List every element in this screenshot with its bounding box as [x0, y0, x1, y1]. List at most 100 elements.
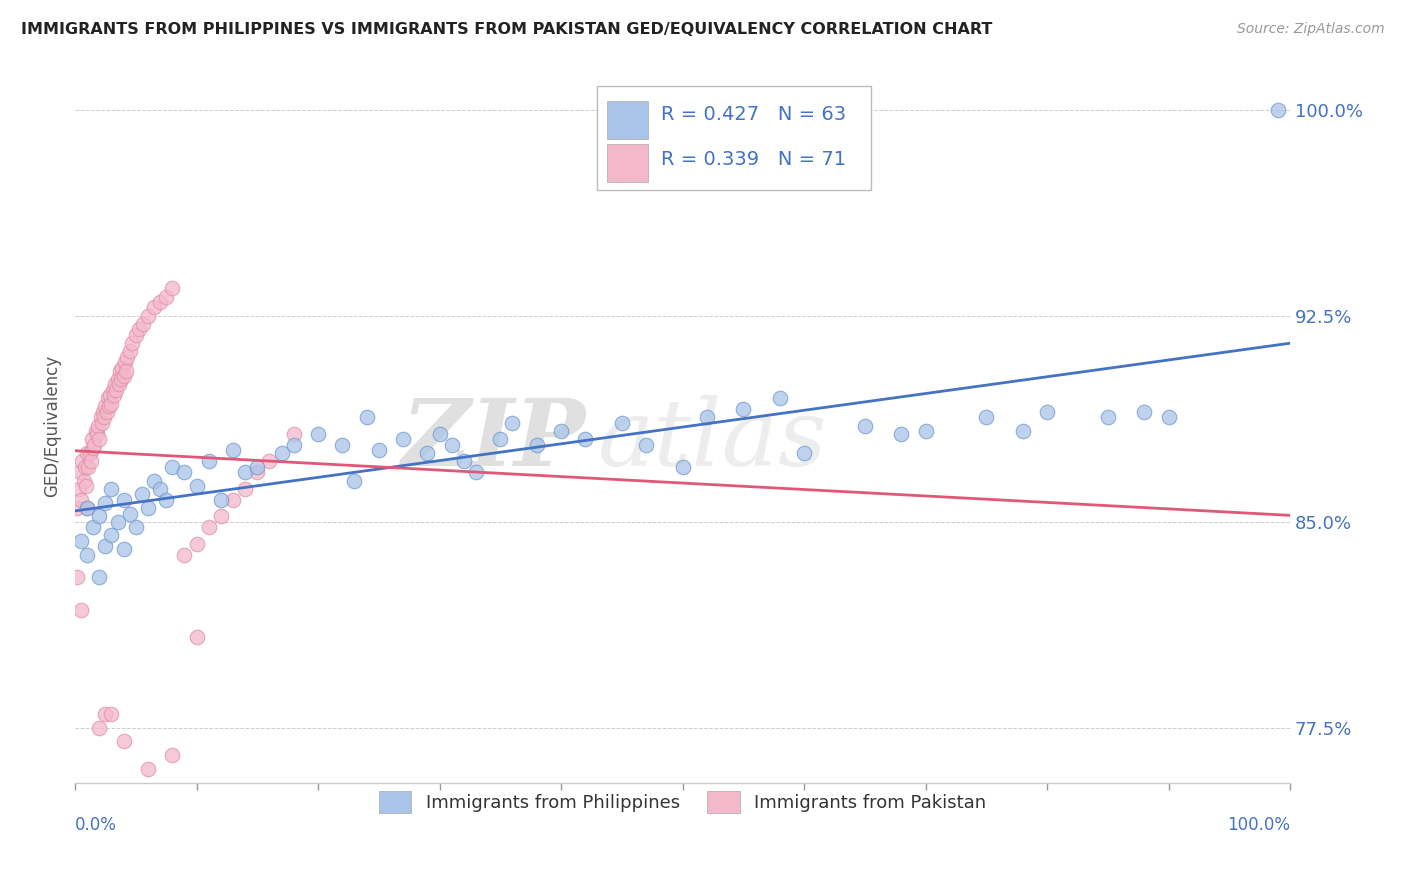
Point	[107, 515, 129, 529]
Point	[112, 734, 135, 748]
Point	[610, 416, 633, 430]
Point	[89, 570, 111, 584]
Point	[101, 383, 124, 397]
Point	[793, 446, 815, 460]
Text: R = 0.427   N = 63: R = 0.427 N = 63	[661, 105, 846, 125]
Point	[149, 482, 172, 496]
Point	[70, 533, 93, 548]
Point	[114, 355, 136, 369]
Point	[76, 446, 98, 460]
Point	[453, 454, 475, 468]
Point	[72, 474, 94, 488]
Point	[94, 706, 117, 721]
Point	[283, 426, 305, 441]
Point	[501, 416, 523, 430]
Point	[149, 295, 172, 310]
Point	[89, 410, 111, 425]
Point	[75, 479, 97, 493]
Point	[429, 426, 451, 441]
Point	[440, 438, 463, 452]
Point	[1133, 405, 1156, 419]
Point	[100, 482, 122, 496]
Point	[136, 762, 159, 776]
Point	[343, 474, 366, 488]
Point	[89, 433, 111, 447]
Point	[671, 459, 693, 474]
Point	[143, 474, 166, 488]
Point	[77, 459, 100, 474]
Point	[356, 410, 378, 425]
Point	[89, 721, 111, 735]
Text: IMMIGRANTS FROM PHILIPPINES VS IMMIGRANTS FROM PAKISTAN GED/EQUIVALENCY CORRELAT: IMMIGRANTS FROM PHILIPPINES VS IMMIGRANT…	[21, 22, 993, 37]
Point	[66, 570, 89, 584]
Point	[733, 402, 755, 417]
Point	[1011, 424, 1033, 438]
Point	[890, 426, 912, 441]
Point	[94, 540, 117, 554]
Legend: Immigrants from Philippines, Immigrants from Pakistan: Immigrants from Philippines, Immigrants …	[371, 783, 994, 820]
Point	[84, 424, 107, 438]
Point	[94, 400, 117, 414]
Point	[117, 350, 139, 364]
Point	[173, 548, 195, 562]
Text: 100.0%: 100.0%	[1227, 815, 1291, 834]
Point	[307, 426, 329, 441]
Point	[914, 424, 936, 438]
Point	[76, 548, 98, 562]
Point	[550, 424, 572, 438]
Point	[246, 465, 269, 479]
Point	[104, 377, 127, 392]
Point	[131, 487, 153, 501]
Point	[769, 391, 792, 405]
Text: 0.0%: 0.0%	[75, 815, 117, 834]
Point	[115, 364, 138, 378]
Point	[94, 495, 117, 509]
Point	[107, 372, 129, 386]
Point	[87, 418, 110, 433]
Point	[186, 537, 208, 551]
Point	[83, 438, 105, 452]
Point	[160, 459, 183, 474]
Point	[70, 492, 93, 507]
Point	[107, 377, 129, 392]
Point	[105, 383, 128, 397]
Point	[489, 433, 512, 447]
Point	[1036, 405, 1059, 419]
Point	[392, 433, 415, 447]
Point	[160, 281, 183, 295]
Point	[89, 509, 111, 524]
Point	[125, 520, 148, 534]
Point	[108, 364, 131, 378]
Point	[197, 454, 219, 468]
Point	[1157, 410, 1180, 425]
Point	[103, 388, 125, 402]
Point	[76, 501, 98, 516]
Point	[98, 400, 121, 414]
Point	[330, 438, 353, 452]
Point	[82, 441, 104, 455]
Point	[1267, 103, 1289, 117]
Text: Source: ZipAtlas.com: Source: ZipAtlas.com	[1237, 22, 1385, 37]
Point	[110, 372, 132, 386]
Point	[222, 492, 245, 507]
Point	[155, 289, 177, 303]
Point	[128, 322, 150, 336]
Point	[118, 344, 141, 359]
Point	[80, 454, 103, 468]
FancyBboxPatch shape	[607, 101, 648, 139]
Point	[526, 438, 548, 452]
Point	[209, 492, 232, 507]
Point	[574, 433, 596, 447]
Point	[76, 501, 98, 516]
Y-axis label: GED/Equivalency: GED/Equivalency	[44, 354, 60, 497]
Point	[136, 501, 159, 516]
Text: atlas: atlas	[598, 395, 827, 485]
Point	[197, 520, 219, 534]
Point	[79, 446, 101, 460]
Point	[222, 443, 245, 458]
Point	[86, 426, 108, 441]
Point	[367, 443, 389, 458]
Point	[132, 317, 155, 331]
Text: ZIP: ZIP	[401, 395, 585, 485]
Point	[112, 492, 135, 507]
